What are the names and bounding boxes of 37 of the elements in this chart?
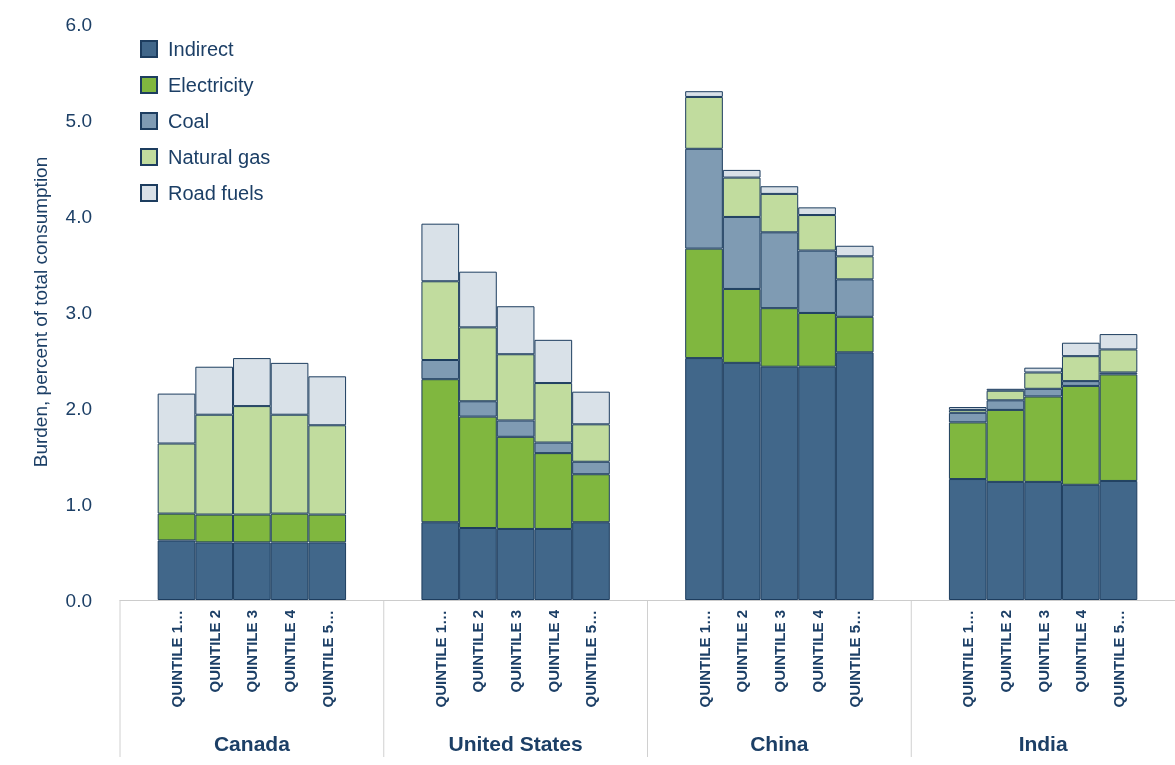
x-tick-label: QUINTILE 5… (1109, 610, 1127, 708)
x-tick-label: QUINTILE 1… (431, 610, 449, 708)
text: Canada (213, 731, 291, 755)
x-tick-label: QUINTILE 4 (281, 609, 299, 693)
y-axis-title: Burden, percent of total consumption (30, 156, 51, 468)
y-tick-label: 6.0 (65, 13, 92, 35)
y-tick-label: 0.0 (65, 589, 92, 611)
x-tick-label: QUINTILE 2 (733, 610, 751, 693)
y-tick-label: 2.0 (65, 397, 92, 419)
x-tick-label: QUINTILE 1… (959, 610, 977, 708)
y-tick-label: 5.0 (65, 109, 92, 131)
y-tick-label: 4.0 (65, 205, 92, 227)
legend-label: Electricity (168, 74, 254, 96)
legend-label: Road fuels (168, 182, 264, 204)
x-tick-label: QUINTILE 2 (205, 610, 223, 693)
x-tick-label: QUINTILE 2 (469, 610, 487, 693)
x-tick-label: QUINTILE 5… (318, 610, 336, 708)
y-tick-label: 3.0 (65, 301, 92, 323)
x-tick-label: QUINTILE 2 (996, 610, 1014, 693)
text: India (1018, 731, 1068, 755)
legend-label: Indirect (168, 38, 235, 60)
x-tick-label: QUINTILE 3 (507, 610, 525, 693)
legend-label: Coal (168, 110, 210, 132)
text: China (750, 731, 809, 755)
x-tick-label: QUINTILE 4 (544, 609, 562, 693)
text: United States (448, 731, 583, 755)
x-tick-label: QUINTILE 3 (770, 610, 788, 693)
x-tick-label: QUINTILE 5… (582, 610, 600, 708)
x-tick-label: QUINTILE 4 (808, 609, 826, 693)
x-tick-label: QUINTILE 1… (695, 610, 713, 708)
legend-label: Natural gas (168, 146, 271, 168)
x-tick-label: QUINTILE 1… (168, 610, 186, 708)
x-tick-label: QUINTILE 5… (846, 610, 864, 708)
x-tick-label: QUINTILE 3 (1034, 610, 1052, 693)
x-tick-label: QUINTILE 4 (1072, 609, 1090, 693)
y-tick-label: 1.0 (65, 493, 92, 515)
x-tick-label: QUINTILE 3 (243, 610, 261, 693)
